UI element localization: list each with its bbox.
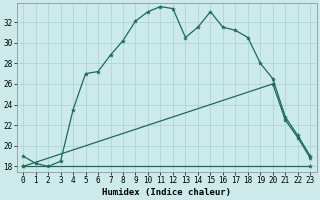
X-axis label: Humidex (Indice chaleur): Humidex (Indice chaleur) — [102, 188, 231, 197]
